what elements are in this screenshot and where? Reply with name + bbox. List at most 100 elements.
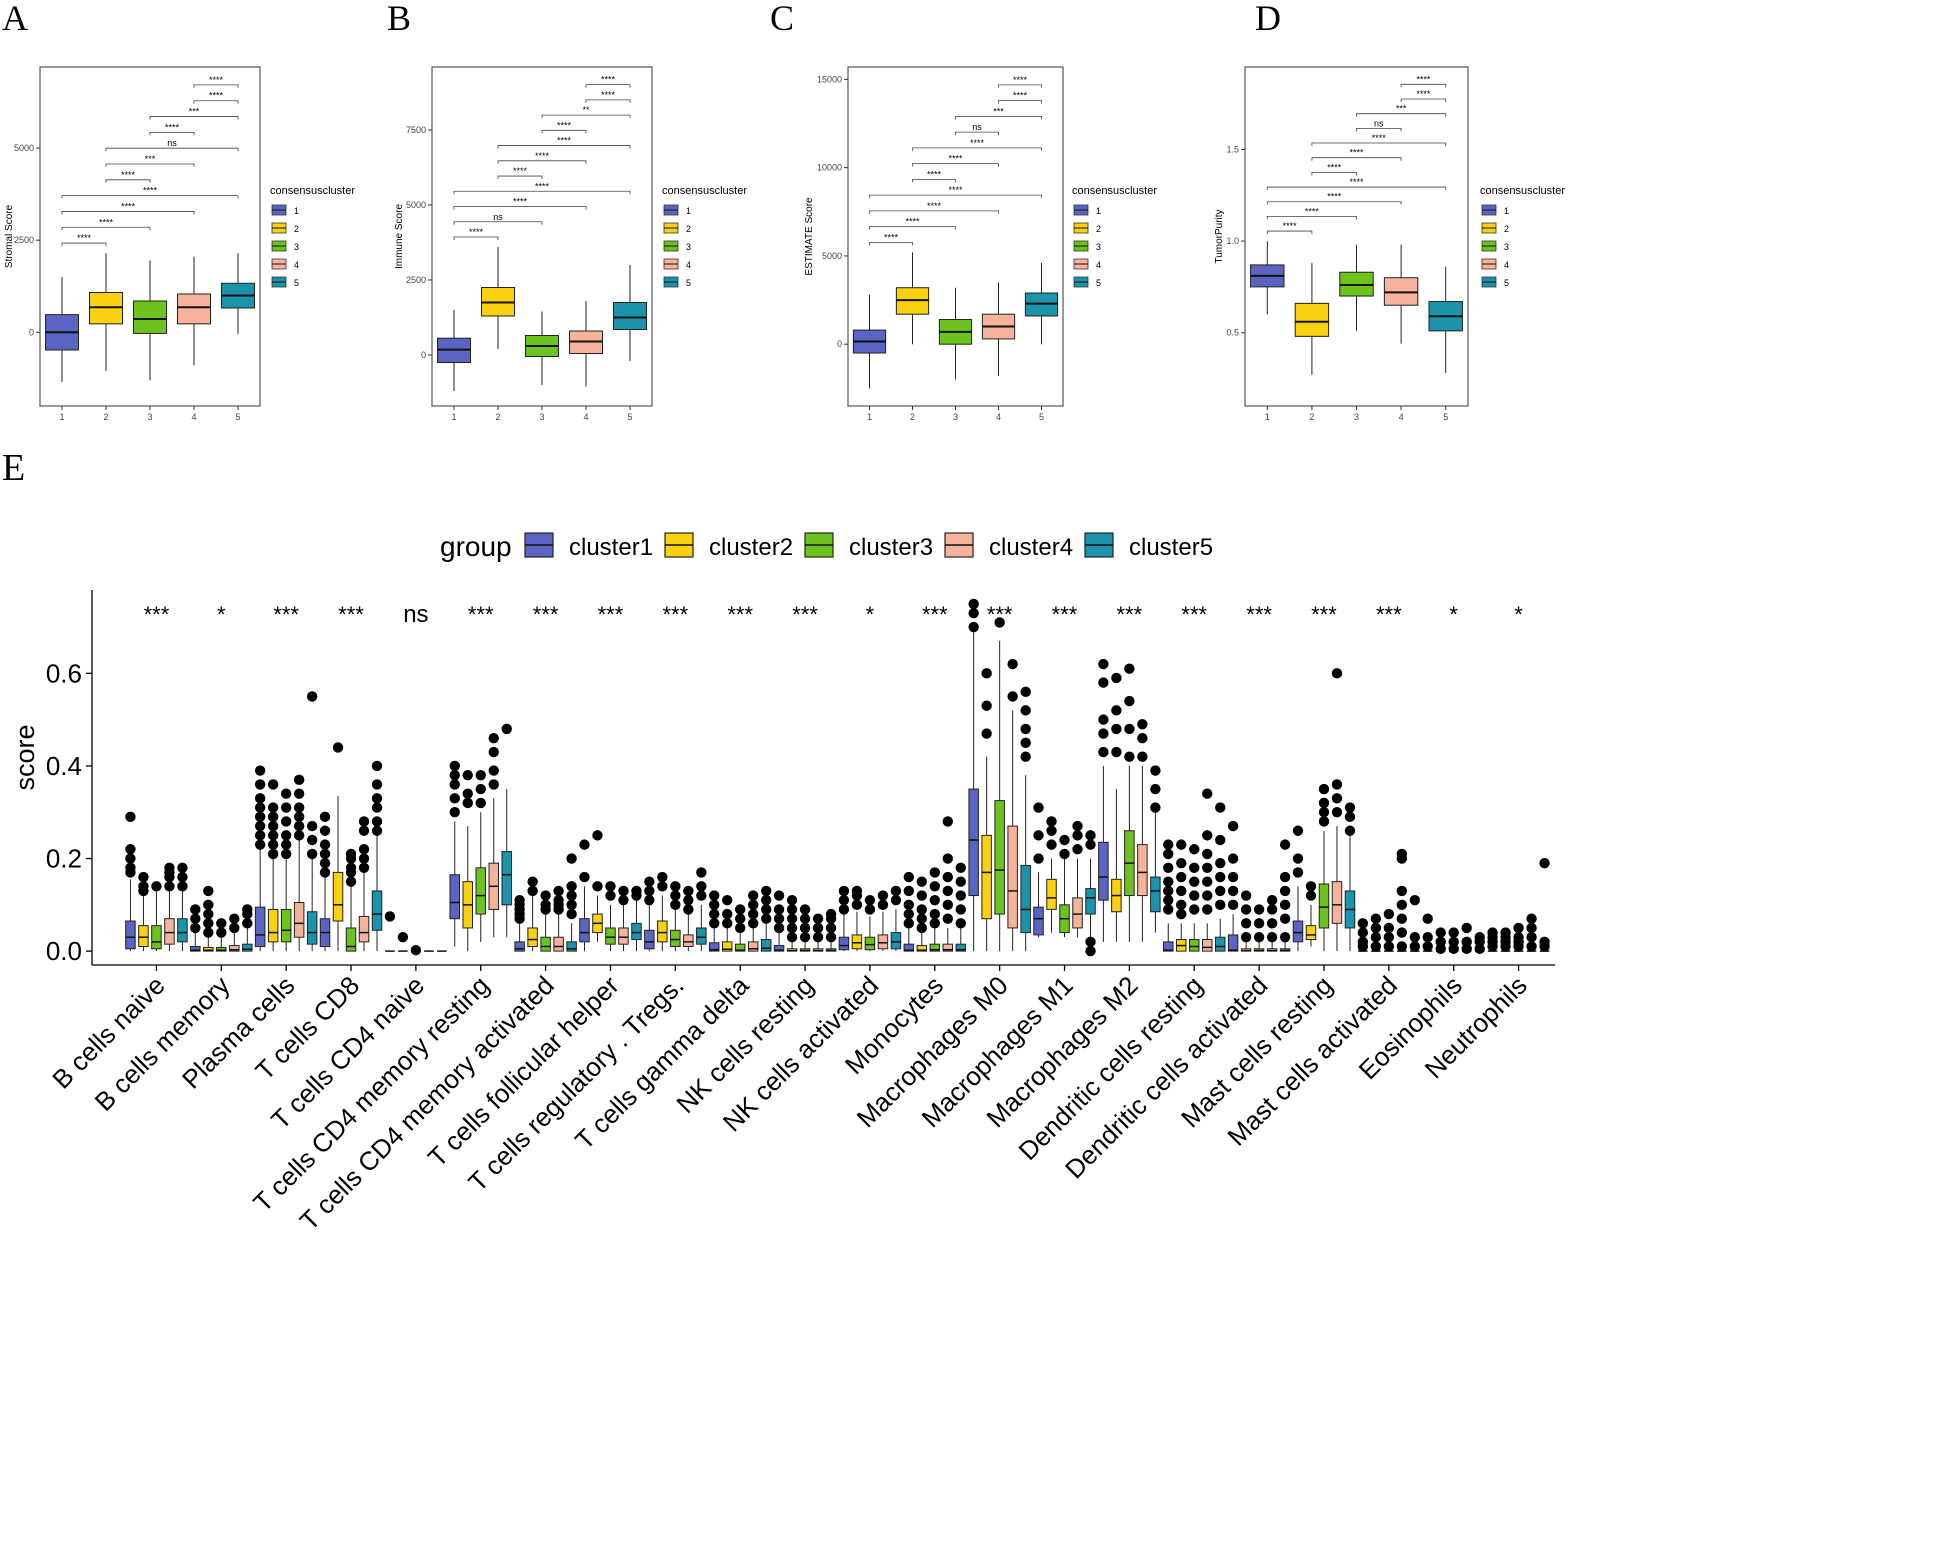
- bracket-line: [453, 221, 543, 225]
- outlier-point: [229, 913, 240, 924]
- outlier-point: [371, 825, 383, 836]
- outlier-point: [955, 890, 966, 901]
- box: [864, 936, 876, 951]
- legend-label: 4: [686, 260, 691, 270]
- significance-bracket: ****: [869, 217, 956, 230]
- outlier-point: [254, 793, 266, 804]
- outlier-point: [1409, 941, 1421, 952]
- outlier-point: [942, 853, 953, 864]
- box: [449, 874, 460, 920]
- box-cluster1: [903, 927, 915, 952]
- y-tick-label: 15000: [817, 74, 842, 84]
- outlier-point: [1357, 918, 1369, 929]
- outlier-point: [332, 742, 344, 753]
- box-cluster2: [786, 941, 798, 952]
- outlier-point: [319, 825, 331, 836]
- significance-label: ****: [970, 138, 985, 148]
- box-cluster1: [838, 914, 850, 952]
- y-tick-label: 5000: [822, 251, 842, 261]
- outlier-point: [825, 908, 837, 920]
- outlier-point: [164, 881, 175, 892]
- outlier-point: [1513, 932, 1524, 943]
- outlier-point: [267, 802, 279, 813]
- outlier-point: [955, 904, 966, 915]
- box: [1150, 876, 1161, 913]
- box: [1085, 888, 1096, 915]
- outlier-point: [748, 918, 759, 929]
- outlier-point: [877, 899, 889, 911]
- significance-bracket: ****: [105, 170, 151, 183]
- significance-label: ***: [1181, 602, 1207, 627]
- outlier-point: [903, 899, 914, 911]
- outlier-point: [1046, 825, 1057, 836]
- legend-label: 4: [1504, 260, 1509, 270]
- outlier-point: [1202, 890, 1213, 901]
- outlier-point: [838, 885, 850, 897]
- box: [1202, 939, 1213, 952]
- box: [657, 920, 668, 943]
- significance-label: ***: [922, 602, 948, 627]
- box-cluster4: [1007, 710, 1018, 952]
- box: [267, 908, 279, 943]
- significance-label: ****: [1349, 148, 1364, 158]
- significance-label: ****: [513, 197, 528, 207]
- y-axis-label: Immune Score: [394, 204, 405, 269]
- outlier-point: [1240, 918, 1252, 929]
- box-cluster1: [1227, 914, 1239, 952]
- box-cluster3: [929, 927, 941, 952]
- bracket-line: [105, 179, 151, 183]
- outlier-point: [1539, 936, 1550, 948]
- box: [1189, 939, 1200, 952]
- box-cluster5: [760, 923, 772, 952]
- box-cluster2: [1111, 789, 1122, 942]
- outlier-point: [358, 816, 370, 827]
- outlier-point: [799, 913, 811, 924]
- box: [293, 902, 305, 938]
- outlier-point: [1202, 876, 1213, 887]
- y-tick-label: 7500: [406, 125, 426, 135]
- significance-bracket: ****: [497, 136, 631, 149]
- legend-title: group: [440, 531, 512, 562]
- bracket-line: [497, 145, 631, 149]
- outlier-point: [1163, 862, 1174, 873]
- outlier-point: [449, 769, 460, 781]
- outlier-point: [851, 885, 863, 897]
- significance-label: ****: [1416, 89, 1431, 99]
- bracket-line: [1266, 201, 1402, 205]
- significance-label: ***: [533, 602, 559, 627]
- outlier-point: [929, 894, 940, 906]
- outlier-point: [1202, 862, 1213, 873]
- box-cluster1: [1163, 923, 1174, 952]
- outlier-point: [1409, 932, 1421, 943]
- outlier-point: [1163, 848, 1174, 860]
- outlier-point: [1448, 927, 1459, 938]
- outlier-point: [1448, 936, 1459, 948]
- outlier-point: [1435, 927, 1446, 938]
- outlier-point: [1331, 807, 1343, 818]
- significance-label: ****: [1013, 75, 1028, 85]
- significance-label: ***: [993, 106, 1004, 116]
- significance-label: **: [582, 105, 590, 115]
- outlier-point: [722, 908, 733, 920]
- outlier-point: [696, 890, 707, 901]
- box-cluster-3: [1339, 244, 1374, 331]
- box: [242, 943, 253, 952]
- significance-label: ****: [165, 122, 180, 132]
- significance-label: ***: [189, 107, 200, 117]
- outlier-point: [955, 918, 966, 929]
- x-tick-label: 1: [59, 412, 64, 422]
- y-axis-label: score: [10, 724, 40, 790]
- outlier-point: [929, 918, 940, 929]
- outlier-point: [683, 885, 694, 897]
- outlier-point: [1253, 904, 1265, 915]
- y-axis-label: TumorPurity: [1214, 209, 1225, 263]
- outlier-point: [267, 839, 279, 850]
- outlier-point: [748, 890, 759, 901]
- outlier-point: [306, 820, 318, 832]
- significance-label: ****: [513, 166, 528, 176]
- significance-label: ****: [1327, 162, 1342, 172]
- outlier-point: [838, 894, 850, 906]
- box-cluster2: [592, 895, 603, 942]
- outlier-point: [605, 881, 616, 892]
- outlier-point: [1305, 890, 1317, 901]
